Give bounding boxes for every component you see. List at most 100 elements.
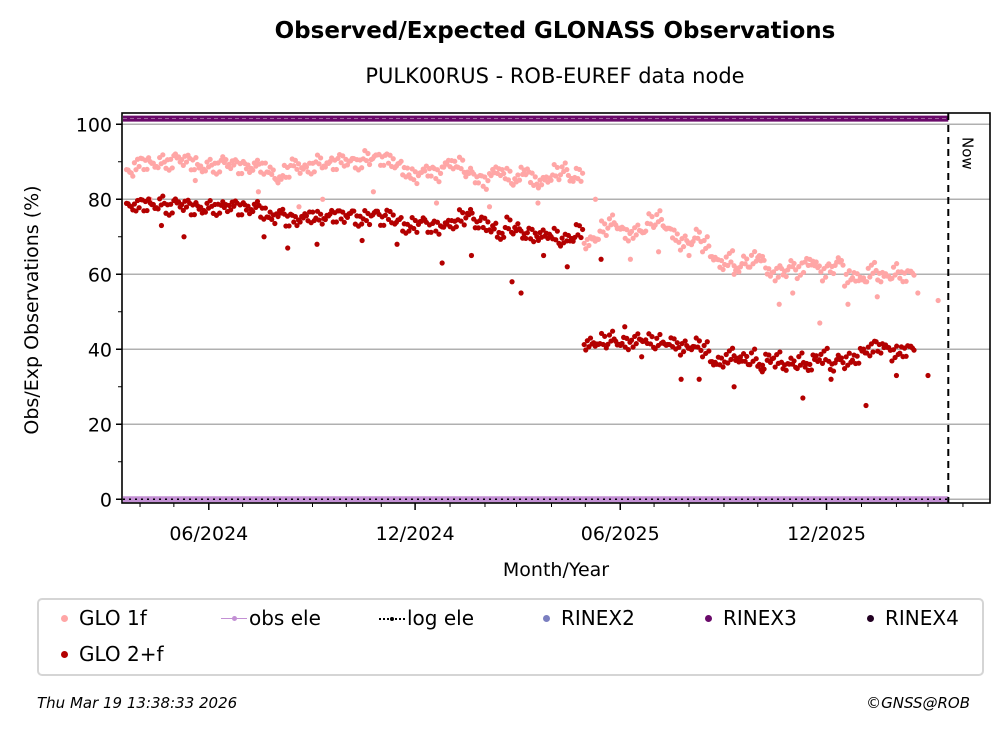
data-point (461, 222, 467, 228)
dot-marker-icon (49, 608, 77, 628)
data-point (624, 227, 630, 233)
data-point (674, 340, 680, 346)
data-point (603, 232, 609, 239)
data-point (231, 162, 237, 168)
data-point (794, 275, 800, 282)
data-point (828, 376, 834, 382)
data-point (501, 234, 507, 240)
data-point (699, 354, 706, 360)
data-point (411, 225, 417, 232)
data-point (531, 239, 537, 245)
data-point (297, 219, 303, 225)
data-point (202, 168, 209, 174)
data-point (625, 346, 631, 353)
data-point (460, 210, 466, 216)
data-point (226, 161, 232, 167)
data-point (541, 252, 547, 259)
data-point (316, 161, 322, 167)
data-point (261, 234, 267, 240)
data-point (554, 228, 560, 234)
data-point (280, 206, 286, 212)
data-point (925, 372, 931, 379)
data-point (146, 155, 152, 161)
data-point (840, 262, 846, 268)
data-point (453, 224, 459, 230)
data-point (624, 335, 630, 342)
data-point (469, 210, 475, 216)
data-point (499, 230, 505, 236)
data-point (772, 278, 778, 284)
data-point (179, 157, 185, 163)
data-point (819, 360, 826, 366)
data-point (269, 171, 275, 178)
data-point (583, 246, 589, 252)
data-point (791, 358, 797, 364)
data-point (491, 226, 497, 232)
data-point (894, 343, 900, 349)
data-point (731, 271, 737, 277)
data-point (501, 170, 507, 177)
data-point (744, 353, 750, 360)
data-point (630, 235, 636, 241)
data-point (846, 350, 852, 356)
legend-item-glo-2f: GLO 2+f (49, 642, 164, 666)
data-point (576, 166, 583, 173)
data-point (366, 221, 373, 228)
data-point (671, 227, 677, 233)
chart-title: Observed/Expected GLONASS Observations (274, 18, 836, 44)
data-point (686, 252, 692, 259)
data-point (505, 226, 512, 232)
data-point (404, 165, 411, 171)
data-point (865, 344, 871, 350)
data-point (676, 239, 682, 245)
data-point (485, 219, 491, 225)
data-point (169, 165, 175, 171)
data-point (529, 226, 535, 232)
data-point (865, 265, 871, 271)
data-point (580, 170, 586, 176)
data-point (540, 227, 546, 233)
dot-marker-icon (855, 608, 883, 628)
data-point (677, 247, 684, 253)
data-point (654, 335, 660, 341)
data-point (609, 328, 616, 334)
data-point (316, 217, 322, 223)
data-point (696, 338, 702, 344)
data-point (365, 150, 371, 157)
data-point (649, 214, 655, 220)
data-point (516, 177, 523, 183)
data-point (654, 211, 660, 218)
data-point (160, 193, 166, 199)
data-point (635, 222, 641, 228)
data-point (695, 235, 701, 241)
data-point (217, 210, 223, 216)
legend-label: GLO 2+f (79, 642, 164, 666)
data-point (262, 205, 268, 211)
data-point (183, 204, 190, 210)
data-point (385, 160, 392, 166)
data-point (581, 341, 587, 348)
data-point (747, 362, 753, 368)
data-point (359, 165, 365, 171)
plot-frame (121, 112, 991, 504)
data-point (294, 222, 300, 229)
data-point (338, 216, 344, 222)
data-point (411, 177, 417, 183)
data-point (538, 182, 545, 188)
data-point (198, 163, 204, 169)
data-point (275, 213, 281, 220)
data-point (359, 221, 365, 227)
legend-item-log-ele: log ele (377, 606, 474, 630)
data-point (245, 162, 251, 168)
data-point (630, 344, 636, 350)
data-point (486, 204, 493, 210)
data-point (509, 279, 515, 285)
data-point (458, 218, 464, 224)
data-point (553, 173, 559, 179)
data-point (595, 236, 601, 243)
data-point (587, 335, 594, 341)
data-point (158, 222, 165, 229)
obs-ele-band (123, 496, 949, 503)
data-point (761, 257, 767, 263)
data-point (363, 157, 369, 164)
